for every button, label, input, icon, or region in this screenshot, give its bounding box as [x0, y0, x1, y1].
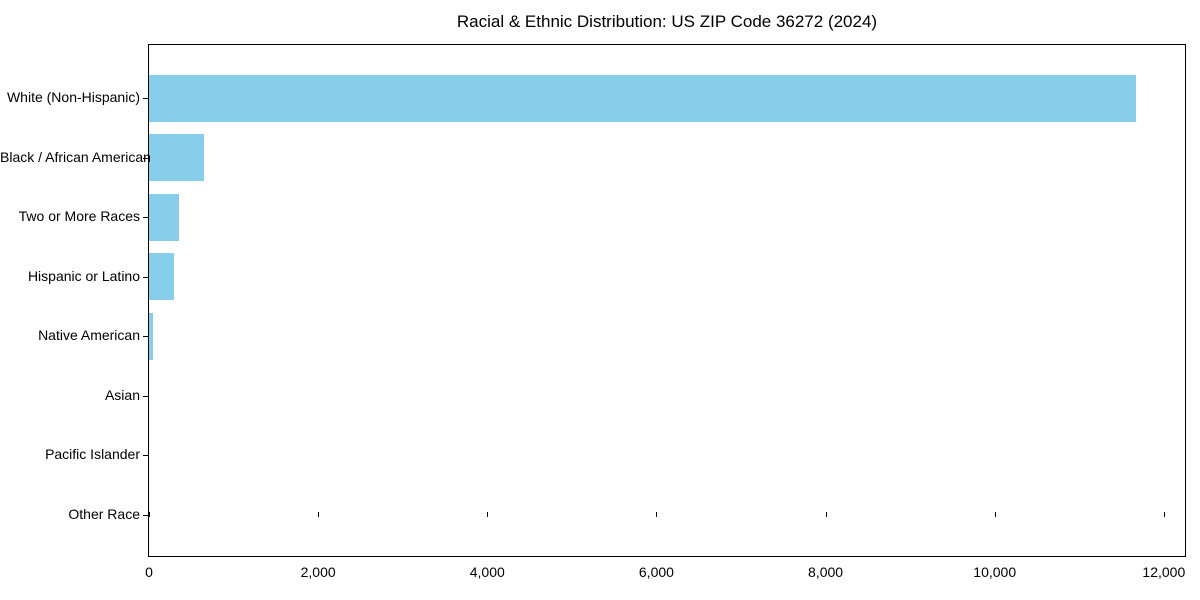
- x-tick-mark: [994, 512, 996, 517]
- y-tick-mark: [143, 98, 148, 99]
- bar-two-or-more-races: [149, 193, 180, 241]
- y-tick-mark: [143, 395, 148, 397]
- y-tick-label: Hispanic or Latino: [27, 267, 140, 284]
- bar-black-african-american: [149, 134, 204, 182]
- bar-native-american: [149, 312, 153, 360]
- y-tick-mark: [143, 157, 148, 159]
- y-tick-label: Black / African American: [0, 148, 151, 165]
- y-tick-label: Two or More Races: [18, 208, 140, 225]
- plot-area: [143, 44, 1186, 557]
- x-tick-label: 2,000: [300, 564, 336, 580]
- x-tick-mark: [1163, 512, 1165, 517]
- y-tick-mark: [143, 276, 148, 278]
- x-tick-label: 6,000: [638, 564, 674, 580]
- x-tick-mark: [656, 512, 658, 517]
- y-tick-label: Other Race: [68, 505, 140, 522]
- chart-title: Racial & Ethnic Distribution: US ZIP Cod…: [456, 12, 878, 31]
- y-tick-mark: [143, 455, 148, 457]
- y-tick-label: White (Non-Hispanic): [6, 89, 140, 105]
- y-tick-label: Pacific Islander: [45, 446, 140, 463]
- x-tick-mark: [149, 512, 150, 517]
- x-tick-mark: [825, 512, 827, 517]
- y-tick-mark: [143, 514, 148, 516]
- y-tick-mark: [143, 217, 148, 219]
- y-tick-label: Native American: [38, 327, 140, 344]
- x-tick-label: 12,000: [1142, 564, 1186, 580]
- x-tick-label: 10,000: [973, 564, 1017, 580]
- bar-white-non-hispanic: [149, 74, 1136, 122]
- x-tick-label: 8,000: [808, 564, 844, 580]
- x-tick-mark: [487, 512, 489, 517]
- y-tick-label: Asian: [104, 386, 140, 403]
- x-tick-label: 4,000: [469, 564, 505, 580]
- x-tick-mark: [318, 512, 320, 517]
- bar-hispanic-or-latino: [149, 253, 174, 301]
- y-tick-mark: [143, 336, 148, 338]
- x-tick-label: 0: [145, 564, 153, 580]
